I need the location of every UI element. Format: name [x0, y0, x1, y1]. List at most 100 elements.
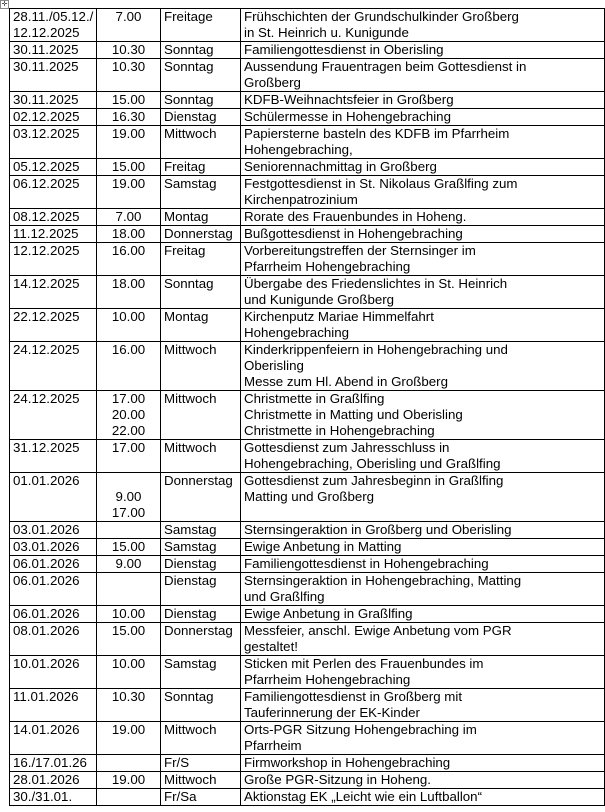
weekday-cell: Mittwoch — [160, 439, 241, 473]
date-cell: 22.12.2025 — [9, 308, 97, 342]
table-row: 30./31.01. Fr/Sa Aktionstag EK „Leicht wie… — [9, 788, 605, 806]
time-cell: 16.30 — [96, 108, 161, 126]
date-cell: 14.12.2025 — [9, 275, 97, 309]
table-row: 30.11.2025 10.30 Sonntag Familiengottesdien… — [9, 41, 605, 59]
date-cell: 31.12.2025 — [9, 439, 97, 473]
table-row: 31.12.2025 17.00 Mittwoch Gottesdienst zum … — [9, 439, 605, 473]
weekday-cell: Fr/Sa — [160, 788, 241, 806]
table-row: 11.12.2025 18.00 Donnerstag Bußgottesdienst… — [9, 225, 605, 243]
table-row: 14.12.2025 18.00 Sonntag Übergabe des Fried… — [9, 275, 605, 309]
time-cell — [96, 521, 161, 539]
event-cell: Firmworkshop in Hohengebraching — [240, 754, 605, 772]
date-cell: 01.01.2026 — [9, 472, 97, 522]
date-cell: 28.01.2026 — [9, 771, 97, 789]
time-cell — [96, 788, 161, 806]
weekday-cell: Sonntag — [160, 91, 241, 109]
table-row: 08.01.2026 15.00 Donnerstag Messfeier, ansc… — [9, 622, 605, 656]
time-cell: 15.00 — [96, 622, 161, 656]
time-cell: 10.00 — [96, 605, 161, 623]
table-row: 11.01.2026 10.30 Sonntag Familiengottesdien… — [9, 688, 605, 722]
table-row: 03.01.2026 15.00 Samstag Ewige Anbetung in … — [9, 538, 605, 556]
weekday-cell: Freitag — [160, 242, 241, 276]
table-row: 02.12.2025 16.30 Dienstag Schülermesse in H… — [9, 108, 605, 126]
event-cell: Frühschichten der Grundschulkinder Großb… — [240, 8, 605, 42]
weekday-cell: Donnerstag — [160, 225, 241, 243]
event-cell: Bußgottesdienst in Hohengebraching — [240, 225, 605, 243]
weekday-cell: Sonntag — [160, 688, 241, 722]
date-cell: 30.11.2025 — [9, 91, 97, 109]
event-cell: KDFB-Weihnachtsfeier in Großberg — [240, 91, 605, 109]
table-row: 28.11./05.12./ 12.12.2025 7.00 Freitage Frü… — [9, 8, 605, 42]
date-cell: 28.11./05.12./ 12.12.2025 — [9, 8, 97, 42]
time-cell: 7.00 — [96, 208, 161, 226]
date-cell: 05.12.2025 — [9, 158, 97, 176]
time-cell: 19.00 — [96, 175, 161, 209]
time-cell: 15.00 — [96, 91, 161, 109]
time-cell: 15.00 — [96, 538, 161, 556]
move-handle-icon[interactable]: ✛ — [0, 0, 9, 9]
table-row: 24.12.2025 16.00 Mittwoch Kinderkrippenfeie… — [9, 341, 605, 391]
event-cell: Sternsingeraktion in Großberg und Oberis… — [240, 521, 605, 539]
time-cell: 15.00 — [96, 158, 161, 176]
event-cell: Gottesdienst zum Jahresschluss in Hoheng… — [240, 439, 605, 473]
time-cell: 10.30 — [96, 58, 161, 92]
weekday-cell: Fr/S — [160, 754, 241, 772]
weekday-cell: Samstag — [160, 538, 241, 556]
weekday-cell: Freitag — [160, 158, 241, 176]
weekday-cell: Samstag — [160, 655, 241, 689]
event-cell: Große PGR-Sitzung in Hoheng. — [240, 771, 605, 789]
time-cell: 10.00 — [96, 655, 161, 689]
date-cell: 30./31.01. — [9, 788, 97, 806]
time-cell: 19.00 — [96, 125, 161, 159]
time-cell: 18.00 — [96, 225, 161, 243]
date-cell: 03.01.2026 — [9, 538, 97, 556]
weekday-cell: Mittwoch — [160, 125, 241, 159]
event-cell: Familiengottesdienst in Hohengebraching — [240, 555, 605, 573]
event-cell: Schülermesse in Hohengebraching — [240, 108, 605, 126]
event-cell: Übergabe des Friedenslichtes in St. Hein… — [240, 275, 605, 309]
time-cell: 16.00 — [96, 242, 161, 276]
date-cell: 02.12.2025 — [9, 108, 97, 126]
date-cell: 06.01.2026 — [9, 605, 97, 623]
table-row: 28.01.2026 19.00 Mittwoch Große PGR-Sitzung… — [9, 771, 605, 789]
table-row: 03.12.2025 19.00 Mittwoch Papiersterne bast… — [9, 125, 605, 159]
time-cell: 9.00 17.00 — [96, 472, 161, 522]
event-cell: Vorbereitungstreffen der Sternsinger im … — [240, 242, 605, 276]
weekday-cell: Mittwoch — [160, 771, 241, 789]
table-row: 06.01.2026 Dienstag Sternsingeraktion in H… — [9, 572, 605, 606]
event-cell: Aussendung Frauentragen beim Gottesdiens… — [240, 58, 605, 92]
weekday-cell: Freitage — [160, 8, 241, 42]
table-row: 06.01.2026 10.00 Dienstag Ewige Anbetung in… — [9, 605, 605, 623]
event-cell: Papiersterne basteln des KDFB im Pfarrhe… — [240, 125, 605, 159]
date-cell: 06.01.2026 — [9, 572, 97, 606]
time-cell: 10.30 — [96, 41, 161, 59]
event-cell: Sticken mit Perlen des Frauenbundes im P… — [240, 655, 605, 689]
weekday-cell: Mittwoch — [160, 390, 241, 440]
weekday-cell: Sonntag — [160, 275, 241, 309]
table-row: 03.01.2026 Samstag Sternsingeraktion in Gr… — [9, 521, 605, 539]
time-cell: 19.00 — [96, 771, 161, 789]
date-cell: 08.12.2025 — [9, 208, 97, 226]
event-cell: Familiengottesdienst in Großberg mit Tau… — [240, 688, 605, 722]
table-row: 06.01.2026 9.00 Dienstag Familiengottesdien… — [9, 555, 605, 573]
table-row: 06.12.2025 19.00 Samstag Festgottesdienst i… — [9, 175, 605, 209]
event-cell: Sternsingeraktion in Hohengebraching, Ma… — [240, 572, 605, 606]
time-cell: 19.00 — [96, 721, 161, 755]
time-cell — [96, 754, 161, 772]
time-cell: 16.00 — [96, 341, 161, 391]
weekday-cell: Sonntag — [160, 58, 241, 92]
time-cell: 7.00 — [96, 8, 161, 42]
time-cell: 10.00 — [96, 308, 161, 342]
table-row: 10.01.2026 10.00 Samstag Sticken mit Perlen… — [9, 655, 605, 689]
event-cell: Ewige Anbetung in Graßlfing — [240, 605, 605, 623]
time-cell: 17.00 20.00 22.00 — [96, 390, 161, 440]
date-cell: 11.01.2026 — [9, 688, 97, 722]
time-cell: 18.00 — [96, 275, 161, 309]
date-cell: 06.01.2026 — [9, 555, 97, 573]
table-row: 12.12.2025 16.00 Freitag Vorbereitungstreff… — [9, 242, 605, 276]
date-cell: 24.12.2025 — [9, 341, 97, 391]
event-cell: Aktionstag EK „Leicht wie ein Luftballon… — [240, 788, 605, 806]
weekday-cell: Donnerstag — [160, 622, 241, 656]
table-row: 16./17.01.26 Fr/S Firmworkshop in Hohengeb… — [9, 754, 605, 772]
table-row: 08.12.2025 7.00 Montag Rorate des Frauenbun… — [9, 208, 605, 226]
